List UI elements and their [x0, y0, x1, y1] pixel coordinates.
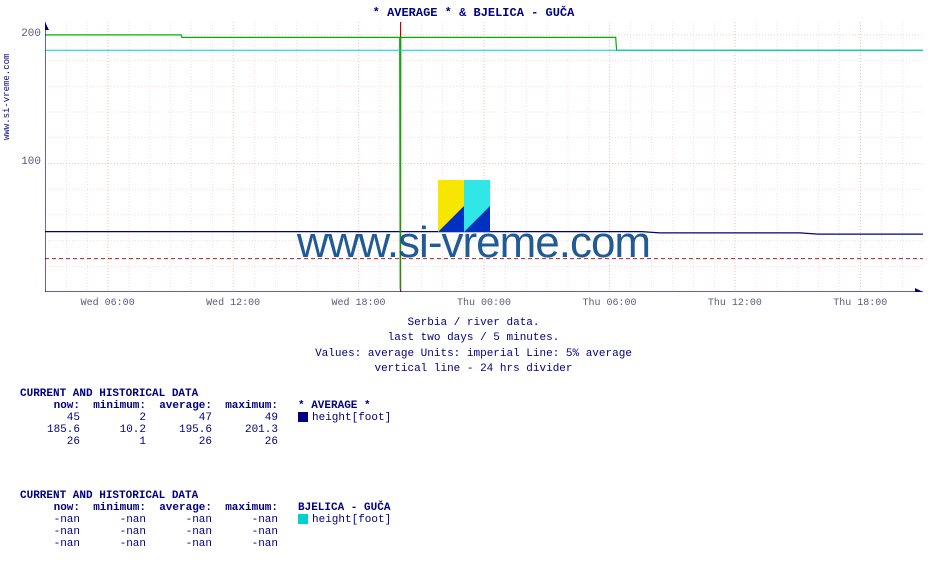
- data-section: CURRENT AND HISTORICAL DATAnow:minimum:a…: [20, 490, 397, 550]
- table-row: -nan-nan-nan-nanheight[foot]: [20, 514, 397, 526]
- table-cell: 10.2: [86, 424, 152, 436]
- data-table: now:minimum:average:maximum:BJELICA - GU…: [20, 502, 397, 550]
- data-section: CURRENT AND HISTORICAL DATAnow:minimum:a…: [20, 388, 397, 448]
- col-header: minimum:: [86, 400, 152, 412]
- table-cell: -nan: [152, 538, 218, 550]
- table-cell: 49: [218, 412, 284, 424]
- table-cell: 26: [20, 436, 86, 448]
- table-cell: 1: [86, 436, 152, 448]
- x-tick-label: Wed 12:00: [206, 298, 260, 309]
- legend-item: height[foot]: [284, 514, 397, 526]
- legend-item: height[foot]: [284, 412, 397, 424]
- data-heading: CURRENT AND HISTORICAL DATA: [20, 490, 397, 502]
- x-tick-label: Wed 18:00: [332, 298, 386, 309]
- source-label-vertical: www.si-vreme.com: [2, 54, 12, 140]
- table-cell: -nan: [86, 526, 152, 538]
- x-tick-label: Thu 18:00: [833, 298, 887, 309]
- col-header: average:: [152, 400, 218, 412]
- table-cell: 26: [218, 436, 284, 448]
- chart-title: * AVERAGE * & BJELICA - GUČA: [0, 6, 947, 20]
- legend-swatch-icon: [298, 412, 308, 422]
- table-row: 185.610.2195.6201.3: [20, 424, 397, 436]
- table-cell: -nan: [218, 538, 284, 550]
- data-heading: CURRENT AND HISTORICAL DATA: [20, 388, 397, 400]
- table-cell: -nan: [86, 538, 152, 550]
- chart-svg: [45, 22, 923, 292]
- subtitle-line: Serbia / river data.: [0, 316, 947, 331]
- data-table: now:minimum:average:maximum:* AVERAGE *4…: [20, 400, 397, 448]
- table-row: 4524749 height[foot]: [20, 412, 397, 424]
- chart-subtitle: Serbia / river data.last two days / 5 mi…: [0, 316, 947, 378]
- table-cell: -nan: [20, 538, 86, 550]
- table-cell: 26: [152, 436, 218, 448]
- x-tick-label: Thu 06:00: [582, 298, 636, 309]
- col-header: average:: [152, 502, 218, 514]
- grid: [45, 22, 923, 292]
- table-cell: 47: [152, 412, 218, 424]
- col-header: minimum:: [86, 502, 152, 514]
- legend-text: height[foot]: [312, 412, 391, 424]
- table-cell: 2: [86, 412, 152, 424]
- series-label: BJELICA - GUČA: [284, 502, 397, 514]
- table-cell: -nan: [152, 514, 218, 526]
- col-header: maximum:: [218, 400, 284, 412]
- table-row: -nan-nan-nan-nan: [20, 526, 397, 538]
- x-tick-label: Thu 12:00: [708, 298, 762, 309]
- col-header: now:: [20, 400, 86, 412]
- table-cell: 185.6: [20, 424, 86, 436]
- table-row: 2612626: [20, 436, 397, 448]
- series-label: * AVERAGE *: [284, 400, 397, 412]
- legend-text: height[foot]: [312, 514, 391, 526]
- table-cell: -nan: [20, 526, 86, 538]
- table-cell: 195.6: [152, 424, 218, 436]
- col-header: maximum:: [218, 502, 284, 514]
- table-cell: -nan: [218, 514, 284, 526]
- legend-swatch-icon: [298, 514, 308, 524]
- table-cell: -nan: [218, 526, 284, 538]
- y-tick-label: 200: [3, 28, 41, 40]
- table-cell: -nan: [152, 526, 218, 538]
- table-cell: 45: [20, 412, 86, 424]
- col-header: now:: [20, 502, 86, 514]
- table-row: -nan-nan-nan-nan: [20, 538, 397, 550]
- table-cell: 201.3: [218, 424, 284, 436]
- table-cell: -nan: [86, 514, 152, 526]
- subtitle-line: Values: average Units: imperial Line: 5%…: [0, 347, 947, 362]
- x-tick-label: Thu 00:00: [457, 298, 511, 309]
- y-tick-label: 100: [3, 156, 41, 168]
- chart-area: [45, 22, 923, 292]
- table-cell: -nan: [20, 514, 86, 526]
- x-tick-label: Wed 06:00: [81, 298, 135, 309]
- subtitle-line: vertical line - 24 hrs divider: [0, 362, 947, 377]
- subtitle-line: last two days / 5 minutes.: [0, 331, 947, 346]
